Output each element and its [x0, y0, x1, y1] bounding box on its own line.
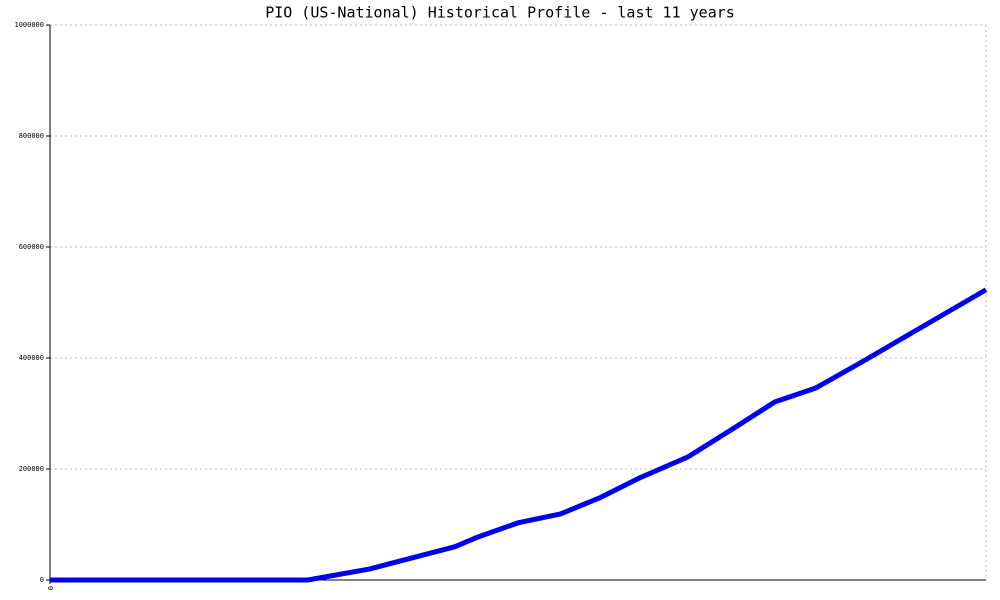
y-tick-label: 600000	[19, 243, 44, 251]
y-tick-label: 1000000	[14, 21, 44, 29]
x-tick-label: 0	[46, 586, 54, 590]
chart-title: PIO (US-National) Historical Profile - l…	[265, 4, 735, 22]
y-tick-label: 0	[40, 576, 44, 584]
data-line	[50, 287, 988, 583]
y-tick-label: 800000	[19, 132, 44, 140]
y-tick-label: 400000	[19, 354, 44, 362]
y-tick-label: 200000	[19, 465, 44, 473]
